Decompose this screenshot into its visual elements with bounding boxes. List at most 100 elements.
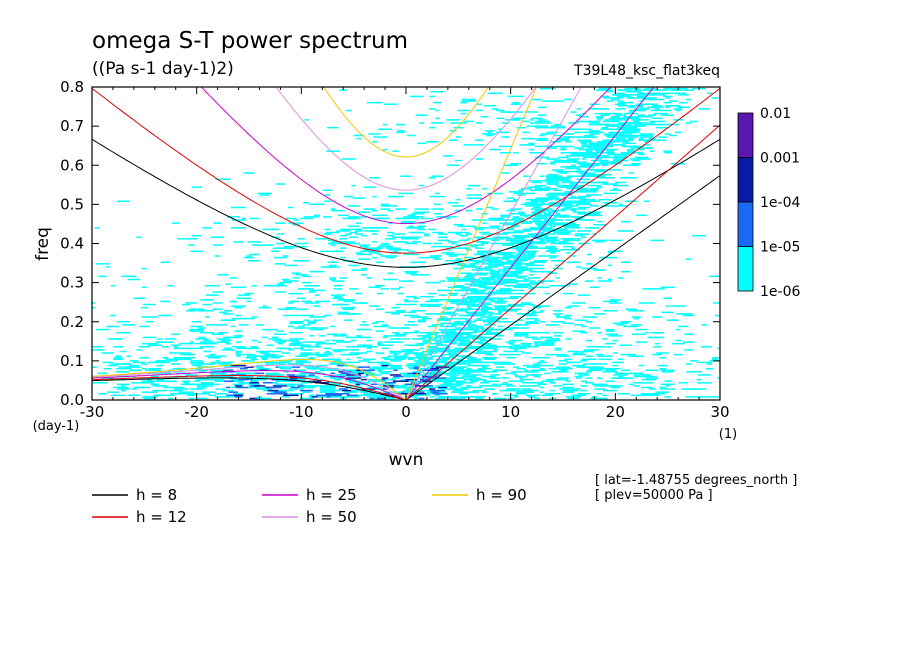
spectrum-streak [715, 314, 720, 317]
legend-label: h = 8 [136, 486, 177, 504]
spectrum-streak [664, 151, 672, 154]
spectrum-streak [663, 101, 672, 104]
spectrum-streak [554, 349, 562, 351]
spectrum-streak [361, 250, 377, 253]
spectrum-streak [507, 227, 515, 229]
spectrum-streak [498, 346, 513, 348]
spectrum-streak [563, 184, 573, 187]
spectrum-streak [624, 131, 638, 134]
spectrum-streak [717, 377, 720, 379]
spectrum-streak [385, 256, 396, 259]
spectrum-streak [309, 328, 325, 331]
spectrum-streak [456, 347, 471, 350]
spectrum-streak [445, 374, 461, 376]
spectrum-streak [454, 209, 463, 212]
spectrum-streak [308, 386, 316, 389]
spectrum-streak [466, 324, 472, 326]
plev-info: [ plev=50000 Pa ] [595, 488, 713, 503]
spectrum-streak [482, 238, 498, 240]
spectrum-streak [421, 358, 433, 361]
spectrum-streak [590, 148, 599, 151]
spectrum-streak [603, 389, 618, 392]
spectrum-streak [361, 388, 377, 390]
spectrum-streak [544, 392, 561, 395]
spectrum-streak [690, 360, 698, 362]
spectrum-streak [262, 382, 278, 384]
spectrum-streak [152, 385, 168, 387]
spectrum-streak [469, 263, 479, 265]
spectrum-streak [433, 203, 441, 206]
spectrum-streak [170, 344, 181, 346]
spectrum-streak [451, 380, 465, 382]
spectrum-streak [167, 397, 174, 400]
spectrum-streak [594, 388, 605, 390]
spectrum-streak [554, 347, 562, 350]
spectrum-streak [340, 372, 357, 375]
spectrum-streak [345, 233, 352, 235]
spectrum-streak [556, 137, 570, 140]
spectrum-streak [653, 92, 662, 95]
spectrum-streak [593, 147, 607, 149]
spectrum-streak [513, 286, 529, 289]
spectrum-streak [511, 119, 521, 121]
spectrum-streak [579, 141, 589, 143]
spectrum-streak [476, 250, 482, 253]
spectrum-streak [343, 300, 354, 303]
spectrum-streak [660, 369, 675, 372]
spectrum-streak [422, 341, 432, 343]
spectrum-streak [377, 342, 383, 345]
spectrum-streak [534, 286, 550, 289]
spectrum-streak [538, 321, 546, 323]
spectrum-streak [355, 233, 363, 235]
spectrum-streak [589, 367, 600, 370]
spectrum-streak [566, 261, 581, 264]
spectrum-streak [457, 286, 470, 289]
spectrum-streak [272, 339, 289, 342]
spectrum-streak [165, 358, 176, 361]
spectrum-streak [494, 297, 507, 300]
spectrum-streak [497, 325, 503, 328]
spectrum-streak [503, 289, 519, 292]
spectrum-streak [293, 369, 299, 372]
spectrum-streak [521, 352, 531, 354]
spectrum-streak [407, 214, 416, 217]
spectrum-streak [587, 184, 602, 187]
spectrum-streak [539, 134, 545, 137]
spectrum-streak [597, 142, 613, 145]
spectrum-streak [243, 317, 255, 320]
spectrum-streak [457, 344, 470, 346]
spectrum-streak [515, 249, 527, 251]
rossby-curve-h50 [92, 364, 407, 400]
spectrum-streak [98, 275, 107, 278]
spectrum-streak [434, 331, 440, 334]
spectrum-streak [501, 244, 510, 246]
spectrum-streak [474, 259, 484, 262]
spectrum-streak [486, 206, 493, 209]
spectrum-streak [217, 331, 228, 334]
spectrum-streak [552, 313, 563, 315]
spectrum-streak [642, 288, 652, 290]
spectrum-streak [682, 341, 695, 343]
spectrum-streak [382, 123, 388, 126]
spectrum-streak [554, 216, 562, 218]
spectrum-streak [460, 272, 467, 274]
spectrum-streak [418, 222, 425, 224]
spectrum-streak [190, 360, 203, 362]
spectrum-streak [449, 342, 457, 345]
spectrum-streak [552, 267, 563, 270]
spectrum-streak [591, 181, 608, 184]
spectrum-streak [377, 341, 383, 343]
spectrum-streak [571, 247, 576, 249]
spectrum-streak [520, 242, 533, 245]
spectrum-streak [640, 392, 653, 395]
spectrum-streak [562, 322, 574, 325]
spectrum-streak [553, 222, 563, 224]
spectrum-streak [429, 255, 435, 257]
spectrum-streak [608, 278, 613, 281]
spectrum-streak [407, 366, 415, 368]
spectrum-streak [182, 380, 191, 382]
spectrum-streak [515, 245, 528, 248]
spectrum-streak [513, 198, 519, 201]
spectrum-streak [705, 367, 714, 370]
spectrum-streak [507, 327, 514, 329]
